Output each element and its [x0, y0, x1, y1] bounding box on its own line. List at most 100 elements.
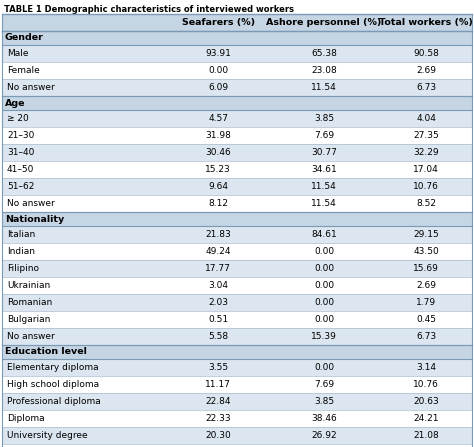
Text: 7.69: 7.69	[314, 380, 334, 389]
Bar	[2, 144, 472, 161]
Bar	[2, 376, 472, 393]
Text: 6.09: 6.09	[208, 83, 228, 92]
Text: 24.21: 24.21	[413, 414, 439, 423]
Text: 10.76: 10.76	[413, 380, 439, 389]
Text: 30.46: 30.46	[205, 148, 231, 157]
Text: 17.77: 17.77	[205, 264, 231, 273]
Text: 3.14: 3.14	[416, 363, 436, 372]
Text: 20.63: 20.63	[413, 397, 439, 406]
Text: No answer: No answer	[7, 332, 55, 341]
Text: 21–30: 21–30	[7, 131, 35, 140]
Text: 15.69: 15.69	[413, 264, 439, 273]
Text: 30.77: 30.77	[311, 148, 337, 157]
Text: 11.54: 11.54	[311, 199, 337, 208]
Text: Romanian: Romanian	[7, 298, 52, 307]
Text: Seafarers (%): Seafarers (%)	[182, 18, 255, 27]
Text: 0.00: 0.00	[314, 363, 334, 372]
Text: Italian: Italian	[7, 230, 35, 239]
Bar	[2, 294, 472, 311]
Text: 0.00: 0.00	[314, 315, 334, 324]
Text: 0.51: 0.51	[208, 315, 228, 324]
Text: 6.73: 6.73	[416, 332, 436, 341]
Text: 22.84: 22.84	[205, 397, 231, 406]
Text: 93.91: 93.91	[205, 49, 231, 58]
Text: 41–50: 41–50	[7, 165, 35, 174]
Text: 49.24: 49.24	[205, 247, 231, 256]
Bar	[2, 277, 472, 294]
Text: Female: Female	[7, 66, 40, 75]
Text: 51–62: 51–62	[7, 182, 35, 191]
Text: 0.00: 0.00	[314, 298, 334, 307]
Text: 0.45: 0.45	[416, 315, 436, 324]
Text: 7.69: 7.69	[314, 131, 334, 140]
Bar	[2, 79, 472, 96]
Bar	[2, 212, 472, 226]
Text: Total workers (%): Total workers (%)	[379, 18, 473, 27]
Text: Education level: Education level	[5, 347, 87, 357]
Text: Gender: Gender	[5, 34, 44, 42]
Text: 11.54: 11.54	[311, 182, 337, 191]
Text: 4.04: 4.04	[416, 114, 436, 123]
Text: University degree: University degree	[7, 431, 88, 440]
Text: 3.85: 3.85	[314, 114, 334, 123]
Text: Elementary diploma: Elementary diploma	[7, 363, 99, 372]
Text: 43.50: 43.50	[413, 247, 439, 256]
Text: 2.69: 2.69	[416, 281, 436, 290]
Text: 3.85: 3.85	[314, 397, 334, 406]
Text: 15.39: 15.39	[311, 332, 337, 341]
Bar	[2, 96, 472, 110]
Text: 0.00: 0.00	[314, 247, 334, 256]
Text: Ukrainian: Ukrainian	[7, 281, 50, 290]
Text: 2.03: 2.03	[208, 298, 228, 307]
Bar	[2, 427, 472, 444]
Bar	[2, 444, 472, 447]
Bar	[2, 195, 472, 212]
Bar	[2, 311, 472, 328]
Bar	[2, 161, 472, 178]
Text: 9.64: 9.64	[208, 182, 228, 191]
Text: Diploma: Diploma	[7, 414, 45, 423]
Text: High school diploma: High school diploma	[7, 380, 99, 389]
Text: 23.08: 23.08	[311, 66, 337, 75]
Text: Age: Age	[5, 98, 26, 107]
Text: 0.00: 0.00	[314, 281, 334, 290]
Text: 31–40: 31–40	[7, 148, 35, 157]
Text: ≥ 20: ≥ 20	[7, 114, 29, 123]
Bar	[2, 178, 472, 195]
Bar	[2, 226, 472, 243]
Text: 5.58: 5.58	[208, 332, 228, 341]
Bar	[2, 393, 472, 410]
Text: No answer: No answer	[7, 83, 55, 92]
Bar	[2, 127, 472, 144]
Text: 22.33: 22.33	[205, 414, 231, 423]
Text: 26.92: 26.92	[311, 431, 337, 440]
Text: 65.38: 65.38	[311, 49, 337, 58]
Text: 11.54: 11.54	[311, 83, 337, 92]
Text: 6.73: 6.73	[416, 83, 436, 92]
Text: 1.79: 1.79	[416, 298, 436, 307]
Bar	[2, 260, 472, 277]
Bar	[2, 14, 472, 31]
Bar	[2, 110, 472, 127]
Text: Nationality: Nationality	[5, 215, 64, 224]
Text: 38.46: 38.46	[311, 414, 337, 423]
Text: No answer: No answer	[7, 199, 55, 208]
Text: 8.52: 8.52	[416, 199, 436, 208]
Bar	[2, 45, 472, 62]
Bar	[2, 359, 472, 376]
Text: 20.30: 20.30	[205, 431, 231, 440]
Text: 32.29: 32.29	[413, 148, 439, 157]
Text: 8.12: 8.12	[208, 199, 228, 208]
Text: 4.57: 4.57	[208, 114, 228, 123]
Text: TABLE 1 Demographic characteristics of interviewed workers: TABLE 1 Demographic characteristics of i…	[4, 5, 294, 14]
Text: 29.15: 29.15	[413, 230, 439, 239]
Text: 27.35: 27.35	[413, 131, 439, 140]
Text: 15.23: 15.23	[205, 165, 231, 174]
Text: 31.98: 31.98	[205, 131, 231, 140]
Text: 2.69: 2.69	[416, 66, 436, 75]
Text: 17.04: 17.04	[413, 165, 439, 174]
Text: Ashore personnel (%): Ashore personnel (%)	[266, 18, 382, 27]
Text: Bulgarian: Bulgarian	[7, 315, 50, 324]
Text: 10.76: 10.76	[413, 182, 439, 191]
Text: 0.00: 0.00	[314, 264, 334, 273]
